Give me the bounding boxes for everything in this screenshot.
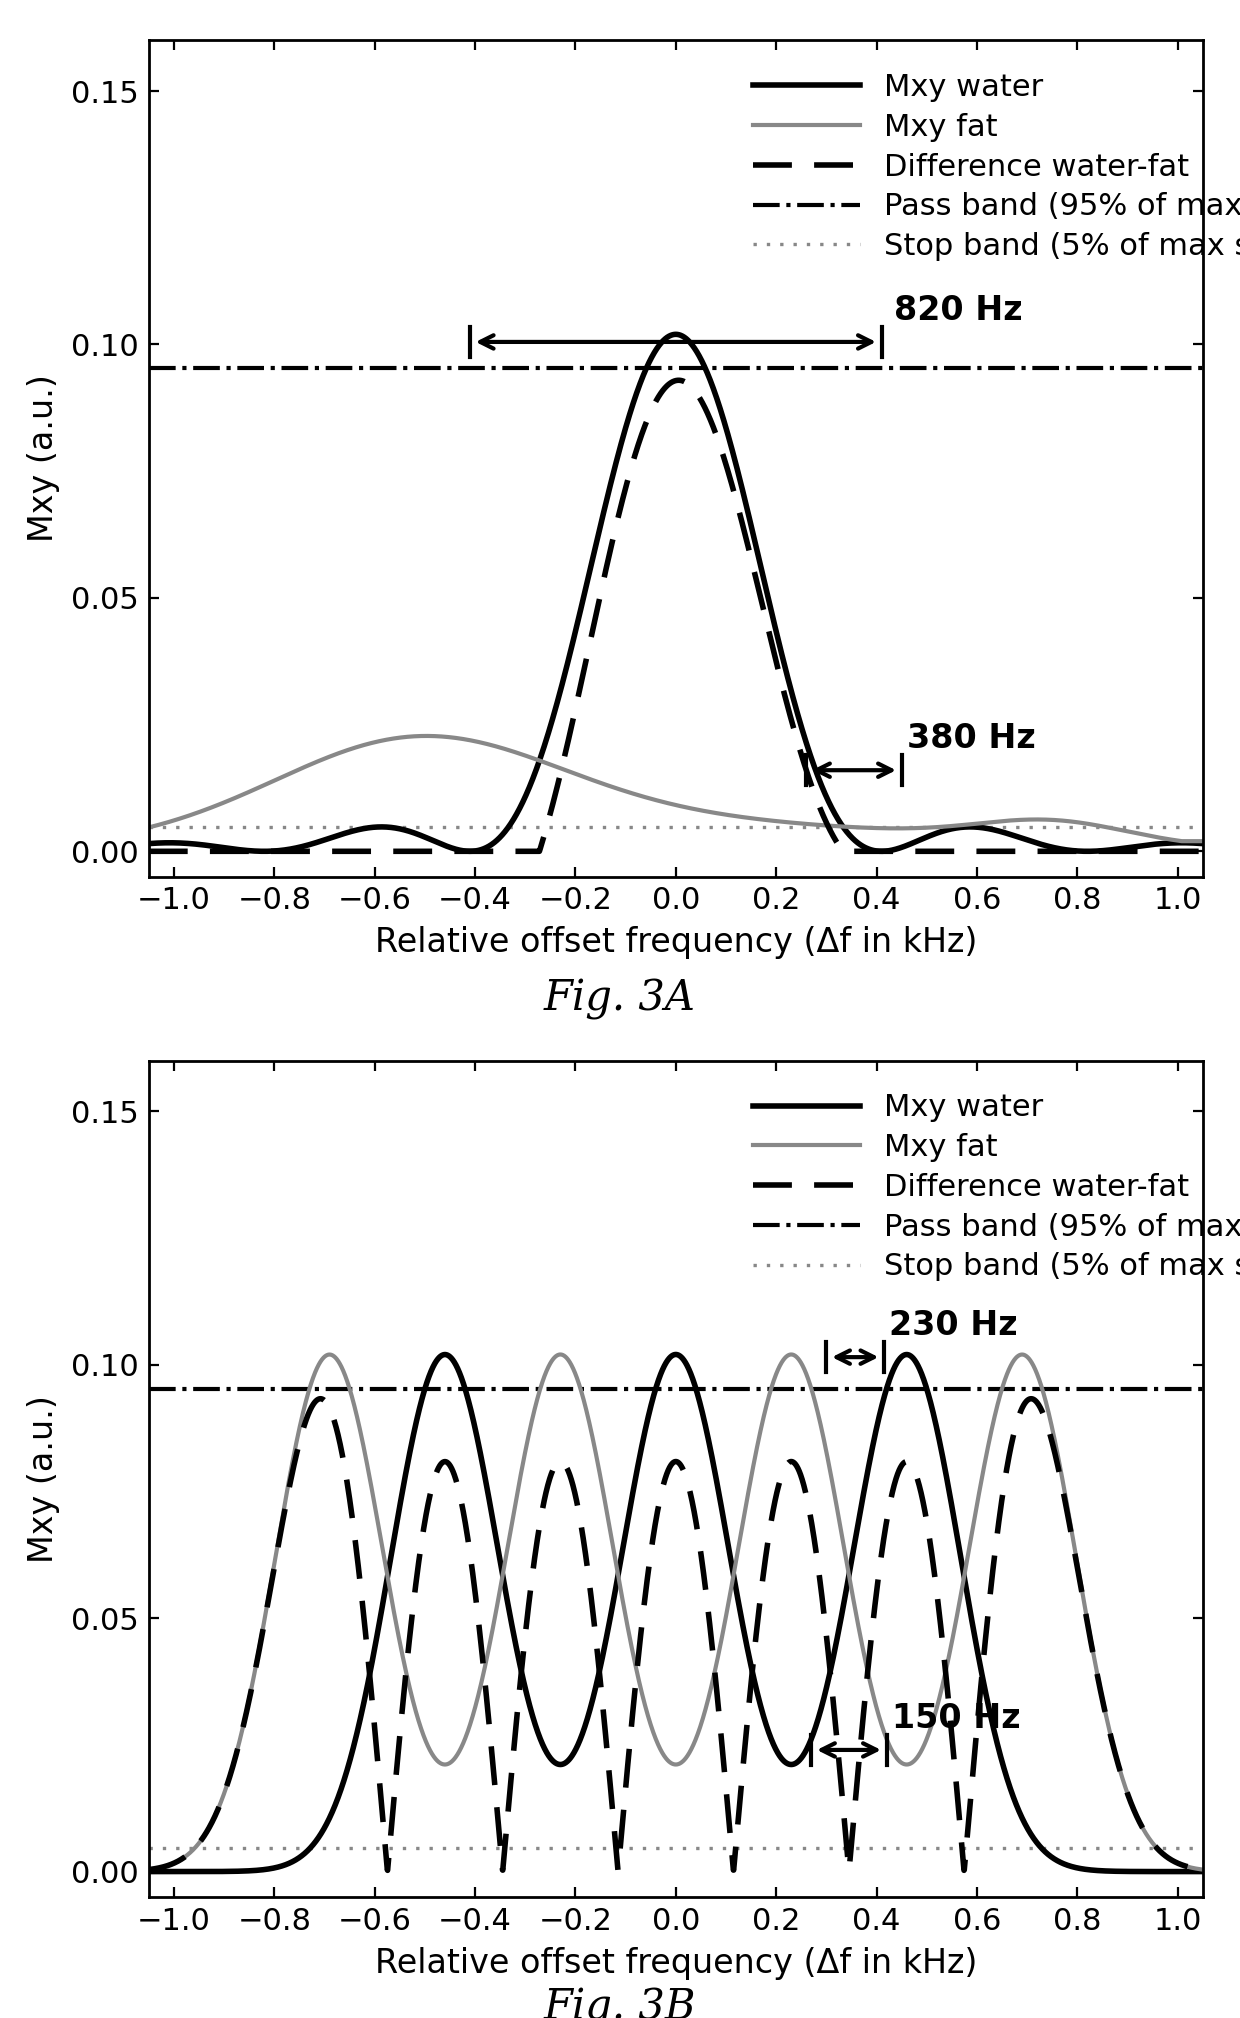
Line: Difference water-fat: Difference water-fat — [149, 379, 1203, 852]
Mxy fat — [1163, 827, 1178, 852]
Difference water-fat — [585, 1594, 600, 1618]
Mxy fat — [642, 1709, 657, 1733]
Mxy fat — [141, 815, 156, 839]
Difference water-fat — [1111, 839, 1126, 864]
Line: Mxy water: Mxy water — [149, 335, 1203, 852]
Y-axis label: Mxy (a.u.): Mxy (a.u.) — [27, 1394, 61, 1562]
Mxy fat — [419, 724, 434, 749]
Difference water-fat — [312, 1386, 327, 1411]
Mxy water — [584, 551, 599, 575]
X-axis label: Relative offset frequency (Δf in kHz): Relative offset frequency (Δf in kHz) — [374, 926, 977, 959]
Mxy fat — [1174, 829, 1189, 854]
Difference water-fat — [1163, 839, 1178, 864]
Difference water-fat — [908, 1459, 923, 1483]
Text: 820 Hz: 820 Hz — [894, 295, 1023, 327]
Mxy fat — [1163, 1846, 1178, 1871]
Mxy fat — [584, 1423, 599, 1447]
Text: 150 Hz: 150 Hz — [892, 1701, 1021, 1735]
Legend: Mxy water, Mxy fat, Difference water-fat, Pass band (95% of max signal), Stop ba: Mxy water, Mxy fat, Difference water-fat… — [744, 65, 1240, 270]
Difference water-fat — [381, 1859, 396, 1883]
Mxy fat — [1195, 1857, 1210, 1881]
Difference water-fat — [642, 1546, 657, 1570]
X-axis label: Relative offset frequency (Δf in kHz): Relative offset frequency (Δf in kHz) — [374, 1947, 977, 1980]
Mxy fat — [642, 787, 657, 811]
Mxy water — [668, 323, 683, 347]
Y-axis label: Mxy (a.u.): Mxy (a.u.) — [27, 375, 61, 543]
Mxy water — [593, 515, 608, 539]
Difference water-fat — [584, 624, 599, 648]
Mxy water — [1111, 837, 1126, 862]
Mxy water — [593, 1657, 608, 1681]
Difference water-fat — [671, 367, 686, 391]
Mxy water — [1163, 1859, 1178, 1883]
Mxy water — [1195, 1859, 1210, 1883]
Line: Difference water-fat: Difference water-fat — [149, 1398, 1203, 1871]
Text: Fig. 3A: Fig. 3A — [544, 979, 696, 1019]
Mxy fat — [908, 815, 923, 839]
Mxy water — [1163, 831, 1178, 856]
Text: 230 Hz: 230 Hz — [889, 1310, 1018, 1342]
Mxy fat — [1111, 1752, 1126, 1776]
Mxy fat — [1111, 817, 1126, 842]
Mxy water — [1111, 1859, 1126, 1883]
Mxy water — [642, 349, 657, 373]
Mxy water — [908, 1348, 923, 1372]
Mxy water — [1195, 831, 1210, 856]
Difference water-fat — [908, 839, 923, 864]
Mxy fat — [908, 1748, 923, 1772]
Mxy fat — [593, 771, 608, 795]
Mxy water — [141, 831, 156, 856]
Line: Mxy water: Mxy water — [149, 1354, 1203, 1871]
Difference water-fat — [141, 839, 156, 864]
Difference water-fat — [642, 402, 657, 426]
Mxy fat — [141, 1857, 156, 1881]
Text: 380 Hz: 380 Hz — [906, 722, 1035, 755]
Mxy fat — [584, 767, 599, 791]
Difference water-fat — [593, 1671, 608, 1695]
Mxy water — [257, 839, 272, 864]
Difference water-fat — [1195, 1857, 1210, 1881]
Line: Mxy fat: Mxy fat — [149, 737, 1203, 842]
Text: Fig. 3B: Fig. 3B — [544, 1988, 696, 2018]
Mxy water — [584, 1691, 599, 1715]
Mxy water — [642, 1398, 657, 1423]
Difference water-fat — [1111, 1754, 1126, 1778]
Difference water-fat — [593, 583, 608, 607]
Mxy water — [668, 1342, 683, 1366]
Line: Mxy fat: Mxy fat — [149, 1354, 1203, 1869]
Difference water-fat — [1163, 1848, 1178, 1873]
Difference water-fat — [141, 1857, 156, 1881]
Mxy water — [141, 1859, 156, 1883]
Mxy water — [908, 829, 923, 854]
Legend: Mxy water, Mxy fat, Difference water-fat, Pass band (95% of max signal), Stop ba: Mxy water, Mxy fat, Difference water-fat… — [744, 1084, 1240, 1290]
Difference water-fat — [1195, 839, 1210, 864]
Mxy fat — [1195, 829, 1210, 854]
Mxy fat — [553, 1342, 568, 1366]
Mxy fat — [593, 1465, 608, 1489]
